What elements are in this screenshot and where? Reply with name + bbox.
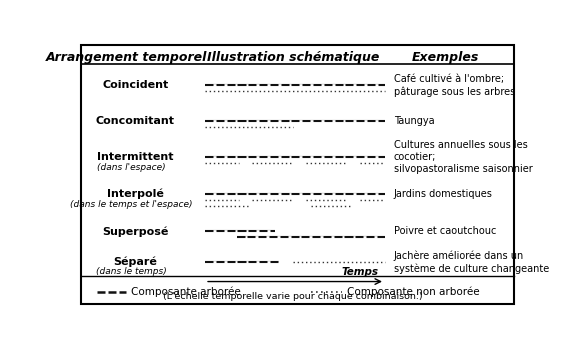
Text: Illustration schématique: Illustration schématique [206, 51, 379, 65]
Text: Cultures annuelles sous les
cocotier;
silvopastoralisme saisonnier: Cultures annuelles sous les cocotier; si… [394, 140, 532, 174]
Text: Café cultivé à l'ombre;
pâturage sous les arbres: Café cultivé à l'ombre; pâturage sous le… [394, 74, 515, 97]
Text: Intermittent: Intermittent [97, 152, 173, 162]
Text: (L'échelle temporelle varie pour chaque combinaison.): (L'échelle temporelle varie pour chaque … [163, 292, 423, 302]
Text: Exemples: Exemples [412, 51, 479, 65]
Text: Interpolé: Interpolé [107, 189, 164, 199]
Text: Temps: Temps [341, 267, 378, 277]
Text: Séparé: Séparé [114, 257, 157, 267]
Text: Composante non arborée: Composante non arborée [347, 286, 479, 297]
FancyBboxPatch shape [81, 45, 514, 304]
Text: Concomitant: Concomitant [96, 116, 175, 126]
Text: Poivre et caoutchouc: Poivre et caoutchouc [394, 226, 496, 236]
Text: Coincident: Coincident [102, 80, 169, 90]
Text: (dans le temps et l'espace): (dans le temps et l'espace) [70, 200, 192, 209]
Text: Superposé: Superposé [102, 226, 169, 237]
Text: Jachère améliorée dans un
système de culture changeante: Jachère améliorée dans un système de cul… [394, 250, 549, 274]
Text: Taungya: Taungya [394, 116, 434, 126]
Text: Composante arborée: Composante arborée [131, 286, 241, 297]
Text: Arrangement temporel: Arrangement temporel [46, 51, 207, 65]
Text: (dans le temps): (dans le temps) [96, 267, 166, 276]
Text: (dans l'espace): (dans l'espace) [97, 162, 165, 171]
Text: Jardins domestiques: Jardins domestiques [394, 189, 493, 199]
